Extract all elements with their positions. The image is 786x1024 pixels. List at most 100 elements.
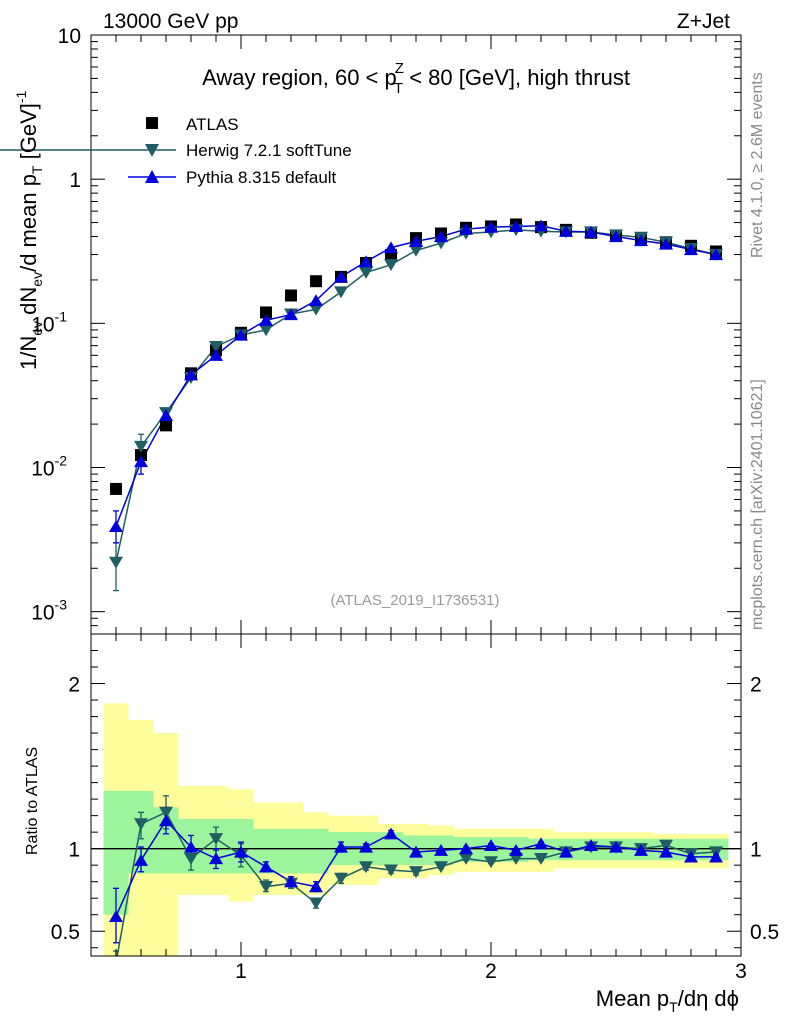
ratio-xtick-label: 1: [235, 960, 247, 983]
mcplots-label: mcplots.cern.ch [arXiv:2401.10621]: [749, 379, 766, 630]
main-ytick-exp: -3: [55, 597, 68, 613]
pythia-point: [359, 255, 373, 268]
atlas-point: [260, 306, 272, 319]
main-ytick-exp: -2: [55, 453, 68, 469]
ratio-herwig-point: [434, 861, 448, 874]
ratio-pythia-point: [184, 840, 198, 853]
ratio-ytick-label-left: 2: [68, 674, 80, 697]
pythia-point: [259, 313, 273, 326]
ratio-pythia-point: [159, 814, 173, 827]
ratio-pythia-point: [684, 850, 698, 863]
ratio-pythia-point: [309, 880, 323, 893]
main-ytick-label: 1: [69, 169, 81, 192]
ratio-pythia-point: [634, 844, 648, 856]
ratio-herwig-point: [384, 864, 398, 877]
main-ytick-label: 10: [58, 25, 81, 48]
ratio-herwig-point: [159, 806, 173, 819]
ratio-panel: 0.5 0.5 1 1 2 2 1 2 3 Ratio to ATLAS Mean pT/dη …: [24, 633, 779, 1015]
pythia-point: [509, 220, 523, 233]
ratio-herwig-point: [109, 957, 123, 969]
ratio-xlabel: Mean pT/dη dϕ: [596, 986, 739, 1015]
header-right: Z+Jet: [677, 10, 730, 33]
ratio-herwig-point: [309, 897, 323, 910]
ratio-pythia-point: [259, 860, 273, 873]
ratio-ytick-label-right: 2: [750, 674, 762, 697]
ylabel-g: [GeV]: [16, 103, 41, 165]
herwig-point: [334, 286, 348, 299]
rivet-label: Rivet 4.1.0, ≥ 2.6M events: [749, 72, 766, 258]
legend: ATLAS Herwig 7.2.1 softTune Pythia 8.315…: [0, 115, 352, 187]
legend-marker-pythia: [145, 170, 159, 183]
pythia-point: [709, 248, 723, 261]
ylabel-b: ev: [29, 321, 45, 336]
legend-marker-herwig: [145, 144, 159, 157]
main-ytick-base: 10: [31, 602, 54, 625]
pythia-point: [234, 328, 248, 341]
main-ytick-label: 10-1: [31, 308, 67, 336]
ratio-pythia-point: [434, 844, 448, 856]
pythia-point: [659, 237, 673, 250]
ylabel-h: -1: [13, 90, 29, 103]
herwig-point: [409, 244, 423, 257]
pythia-point: [484, 220, 498, 233]
herwig-point: [109, 556, 123, 569]
ratio-pythia-point: [409, 845, 423, 858]
pythia-point: [284, 308, 298, 321]
legend-label-atlas: ATLAS: [186, 115, 239, 134]
ratio-pythia-point: [484, 839, 498, 851]
ratio-herwig-point: [509, 852, 523, 865]
pythia-point: [634, 234, 648, 247]
ylabel-e: /d mean p: [16, 174, 41, 272]
ratio-herwig-point: [459, 852, 473, 865]
ratio-pythia-point: [659, 845, 673, 858]
ratio-pythia-point: [384, 827, 398, 840]
ratio-pythia-point: [534, 837, 548, 850]
herwig-point: [384, 259, 398, 272]
ylabel-a: 1/N: [16, 336, 41, 370]
pythia-point: [209, 349, 223, 361]
main-ytick-label: 10-2: [31, 453, 67, 481]
ratio-pythia-point: [209, 852, 223, 865]
atlas-point: [135, 449, 147, 462]
ratio-herwig-point: [334, 872, 348, 885]
ratio-pythia-point: [459, 842, 473, 855]
xlabel-a: Mean p: [596, 986, 669, 1011]
ratio-pythia-point: [709, 850, 723, 863]
xlabel-c: /dη dϕ: [678, 986, 739, 1011]
plot-title-sup: Z: [395, 60, 404, 77]
plot-title-rest: < 80 [GeV], high thrust: [403, 65, 630, 90]
ratio-pythia-point: [584, 839, 598, 851]
legend-label-pythia: Pythia 8.315 default: [186, 168, 337, 187]
legend-marker-atlas: [146, 117, 158, 129]
pythia-point: [534, 219, 548, 232]
xlabel-b: T: [669, 999, 678, 1015]
plot-title: Away region, 60 < pZ T < 80 [GeV], high t…: [202, 60, 630, 97]
main-ytick-base: 10: [31, 458, 54, 481]
ratio-herwig-point: [134, 818, 148, 831]
ratio-ylabel: Ratio to ATLAS: [24, 747, 41, 855]
ratio-xtick-label: 3: [735, 960, 747, 983]
pythia-point: [334, 270, 348, 283]
herwig-point: [359, 266, 373, 279]
pythia-point: [684, 243, 698, 256]
pythia-point: [559, 224, 573, 237]
atlas-point: [110, 482, 122, 495]
ratio-pythia-point: [359, 840, 373, 853]
ratio-herwig-point: [484, 856, 498, 869]
ratio-band-inner: [528, 838, 554, 861]
ratio-pythia-point: [109, 910, 123, 922]
herwig-line: [115, 229, 717, 563]
plot-title-main: Away region, 60 < p: [202, 65, 397, 90]
ratio-herwig-point: [359, 861, 373, 874]
ratio-ytick-label-right: 0.5: [750, 921, 779, 944]
main-ytick-base: 10: [31, 313, 54, 336]
header-left: 13000 GeV pp: [103, 10, 238, 33]
main-ytick-base: 10: [58, 25, 81, 48]
pythia-point: [134, 455, 148, 468]
ratio-ytick-label-left: 1: [68, 839, 80, 862]
main-ylabel: 1/Nev dNev/d mean pT [GeV]-1: [13, 90, 45, 370]
pythia-point: [109, 520, 123, 533]
pythia-point: [609, 230, 623, 243]
